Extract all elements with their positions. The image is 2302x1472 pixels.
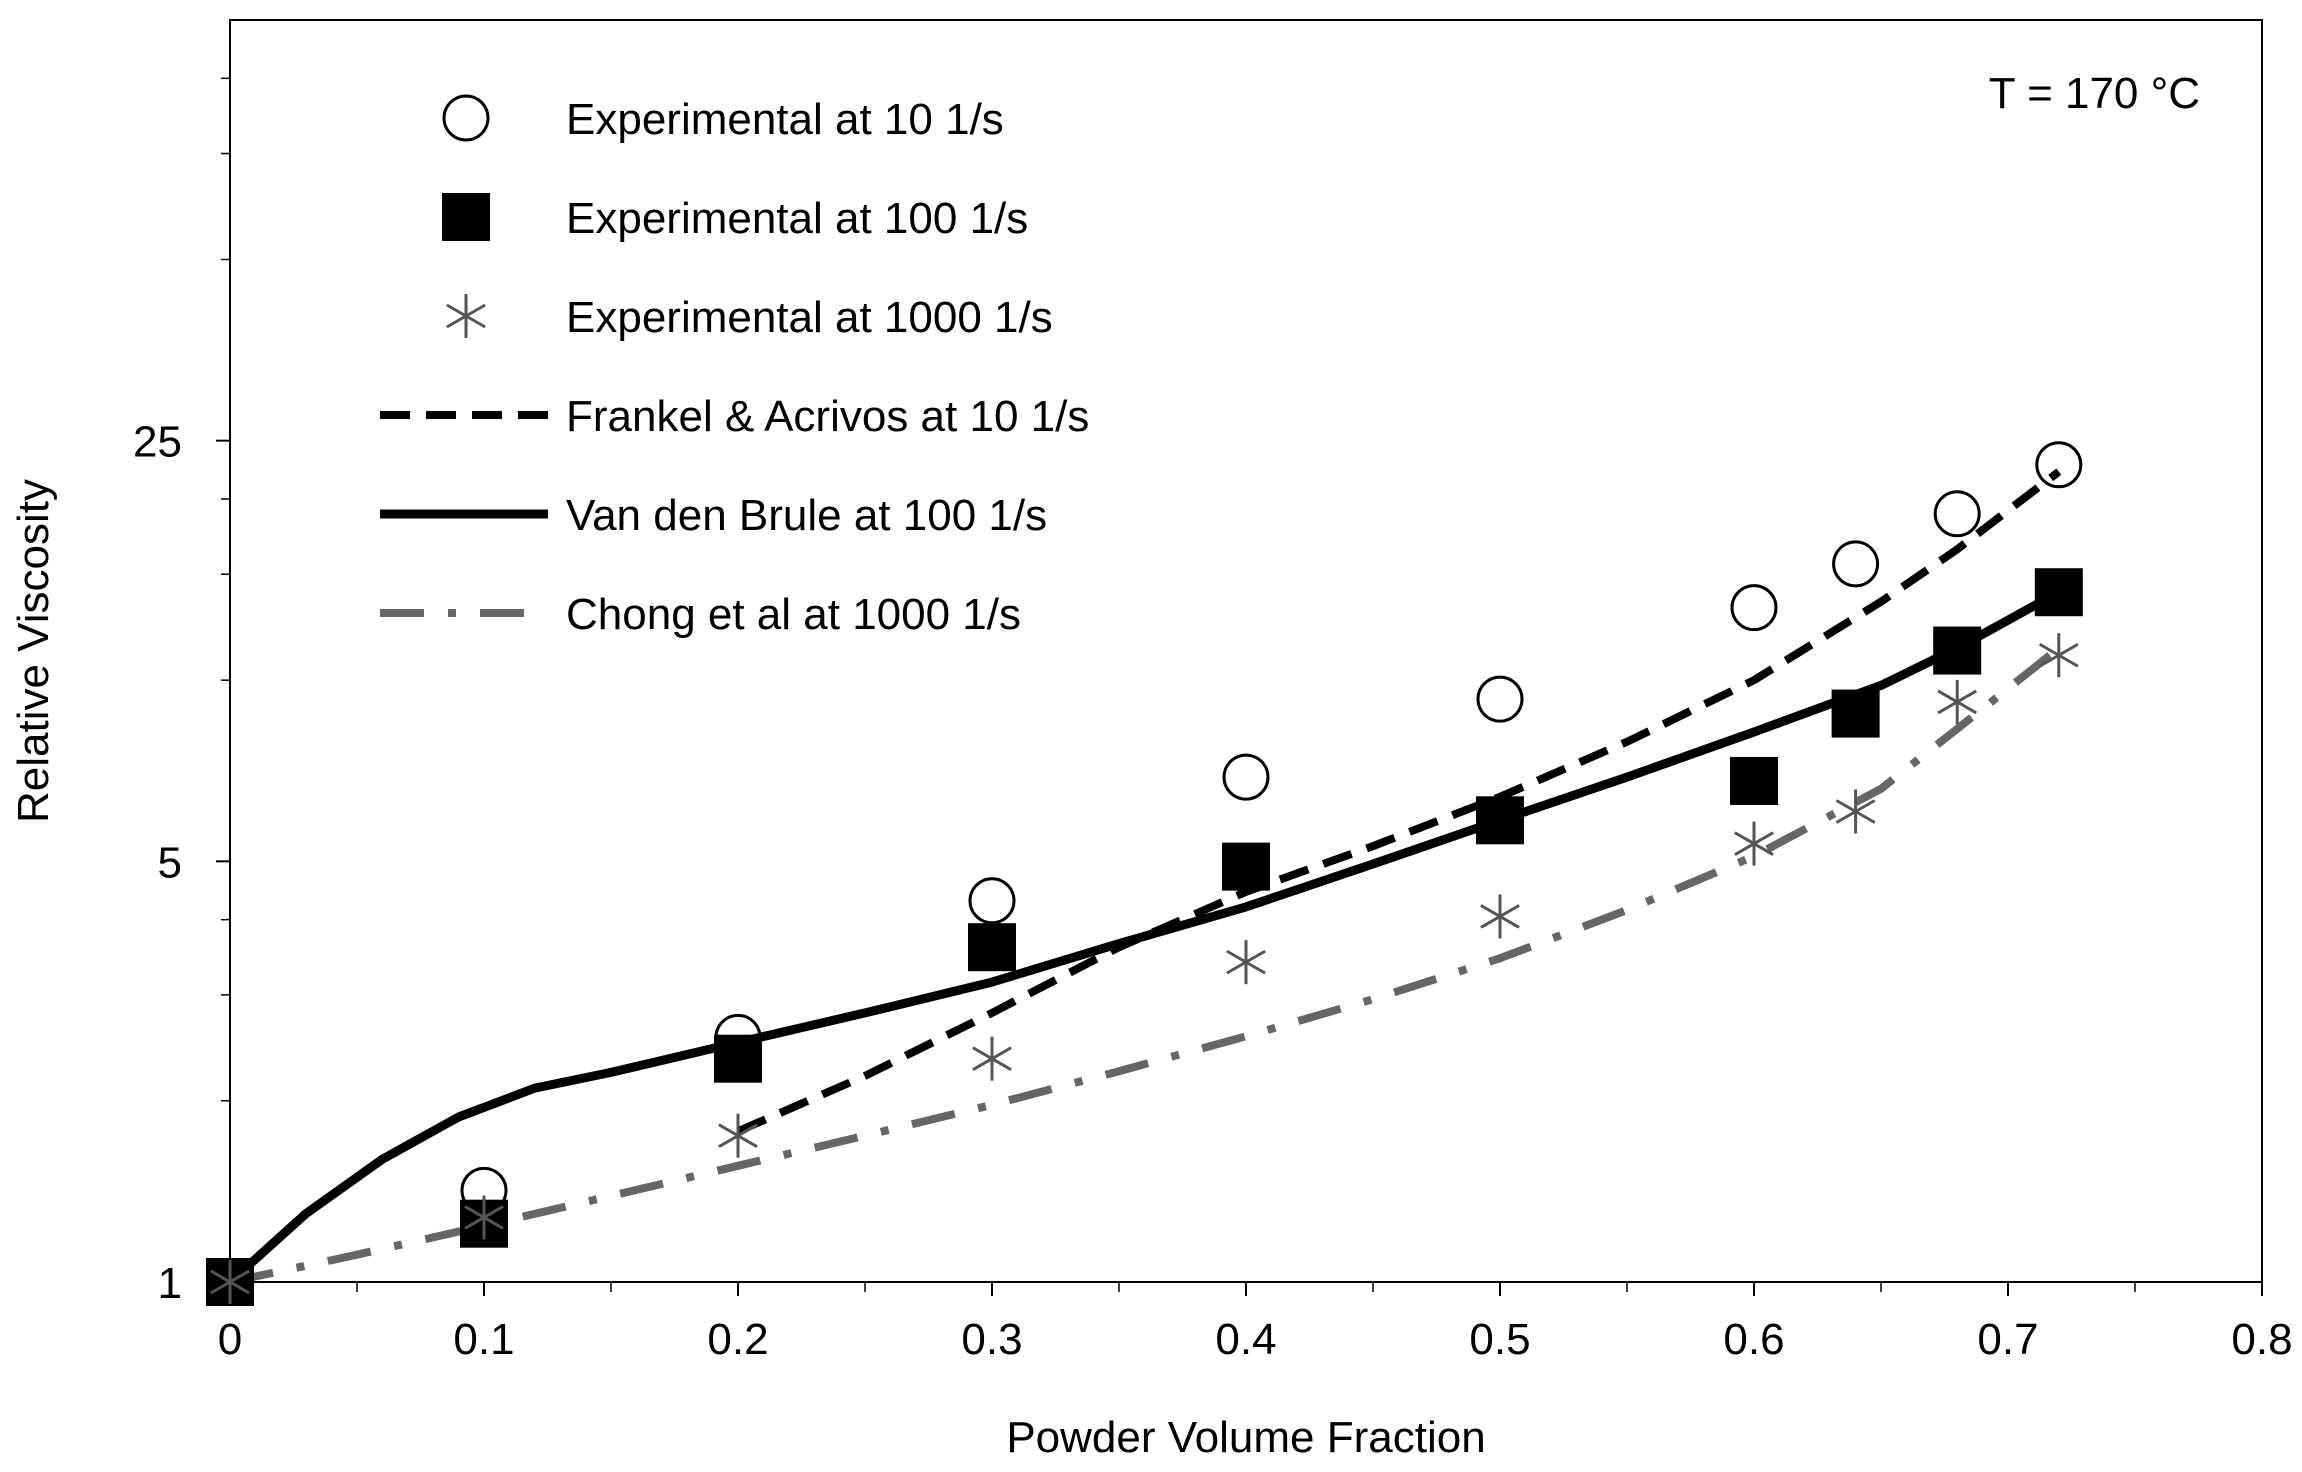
- data-point-s0-6: [1730, 584, 1778, 632]
- data-point-s0-9: [2035, 441, 2083, 489]
- data-point-s2-1-stroke: [464, 1205, 504, 1230]
- x-tick-label: 0.4: [1215, 1315, 1276, 1364]
- data-point-s2-7-stroke: [1835, 799, 1876, 824]
- data-point-s2-2-stroke: [718, 1123, 758, 1149]
- x-tick-label: 0.3: [961, 1315, 1022, 1364]
- axis-labels: Powder Volume Fraction Relative Viscosit…: [9, 69, 2200, 1462]
- data-point-s1-9: [2034, 568, 2083, 617]
- legend-label-5: Chong et al at 1000 1/s: [566, 590, 1021, 639]
- data-point-s2-1: [464, 1195, 504, 1240]
- data-point-s2-0: [210, 1260, 250, 1304]
- series-line-4: [226, 588, 2061, 1286]
- legend-label-3: Frankel & Acrivos at 10 1/s: [566, 392, 1089, 441]
- data-point-s2-6-stroke: [1734, 831, 1774, 856]
- data-point-s2-3: [972, 1036, 1012, 1081]
- data-point-s1-8: [1933, 626, 1982, 675]
- axes-frame: 0 0.1 0.2 0.3 0.4 0.5 0.6 0.7 0.8 1 5 25: [133, 19, 2293, 1364]
- x-tick-label: 0.6: [1723, 1315, 1784, 1364]
- data-point-s2-3-stroke: [972, 1046, 1012, 1071]
- plot-area: [206, 441, 2083, 1306]
- x-tick-label: 0: [218, 1315, 242, 1364]
- data-point-s1-6: [1730, 756, 1778, 805]
- x-tick-label: 0.1: [453, 1315, 514, 1364]
- data-point-s2-2: [718, 1113, 758, 1158]
- data-point-s1-4: [1222, 842, 1270, 891]
- data-point-s0-3: [968, 877, 1016, 925]
- data-point-s2-8-stroke: [1937, 689, 1978, 715]
- data-point-s2-4: [1226, 940, 1266, 985]
- data-point-s2-5-stroke: [1480, 904, 1520, 929]
- series-line-5: [229, 645, 2062, 1286]
- data-point-s0-7: [1832, 540, 1880, 588]
- legend: Experimental at 10 1/s Experimental at 10…: [380, 94, 1089, 639]
- data-point-s2-8: [1937, 679, 1978, 724]
- data-point-s2-5: [1480, 894, 1520, 939]
- data-point-s2-7: [1835, 789, 1876, 834]
- x-tick-label: 0.5: [1469, 1315, 1530, 1364]
- data-point-s1-5: [1476, 796, 1524, 845]
- data-point-s2-0-stroke: [210, 1269, 250, 1295]
- x-tick-label: 0.2: [707, 1315, 768, 1364]
- series-line-3: [736, 468, 2062, 1135]
- data-point-s2-9: [2038, 633, 2079, 678]
- data-point-s0-8: [1933, 490, 1981, 538]
- legend-label-0: Experimental at 10 1/s: [566, 95, 1004, 144]
- x-axis-title: Powder Volume Fraction: [1006, 1413, 1485, 1462]
- data-point-s2-6: [1734, 821, 1774, 866]
- legend-marker-1: [442, 193, 490, 241]
- legend-marker-2-stroke: [446, 303, 486, 329]
- x-tick-label: 0.8: [2231, 1315, 2292, 1364]
- legend-label-2: Experimental at 1000 1/s: [566, 293, 1053, 342]
- y-tick-label: 1: [158, 1259, 182, 1308]
- x-tick-label: 0.7: [1977, 1315, 2038, 1364]
- data-point-s2-9-stroke: [2038, 642, 2079, 668]
- data-point-s1-7: [1831, 689, 1880, 738]
- data-point-s0-4: [1222, 753, 1270, 801]
- legend-label-1: Experimental at 100 1/s: [566, 194, 1028, 243]
- legend-label-4: Van den Brule at 100 1/s: [566, 491, 1047, 540]
- y-tick-label: 25: [133, 418, 182, 467]
- y-tick-label: 5: [158, 838, 182, 887]
- data-point-s1-2: [714, 1034, 762, 1083]
- temperature-annotation: T = 170 °C: [1989, 69, 2200, 118]
- legend-marker-0: [442, 94, 490, 142]
- y-axis-title: Relative Viscosity: [9, 479, 58, 823]
- legend-marker-2: [446, 294, 486, 338]
- data-point-s0-5: [1476, 675, 1524, 723]
- data-point-s1-3: [968, 923, 1016, 972]
- data-point-s2-4-stroke: [1226, 949, 1266, 975]
